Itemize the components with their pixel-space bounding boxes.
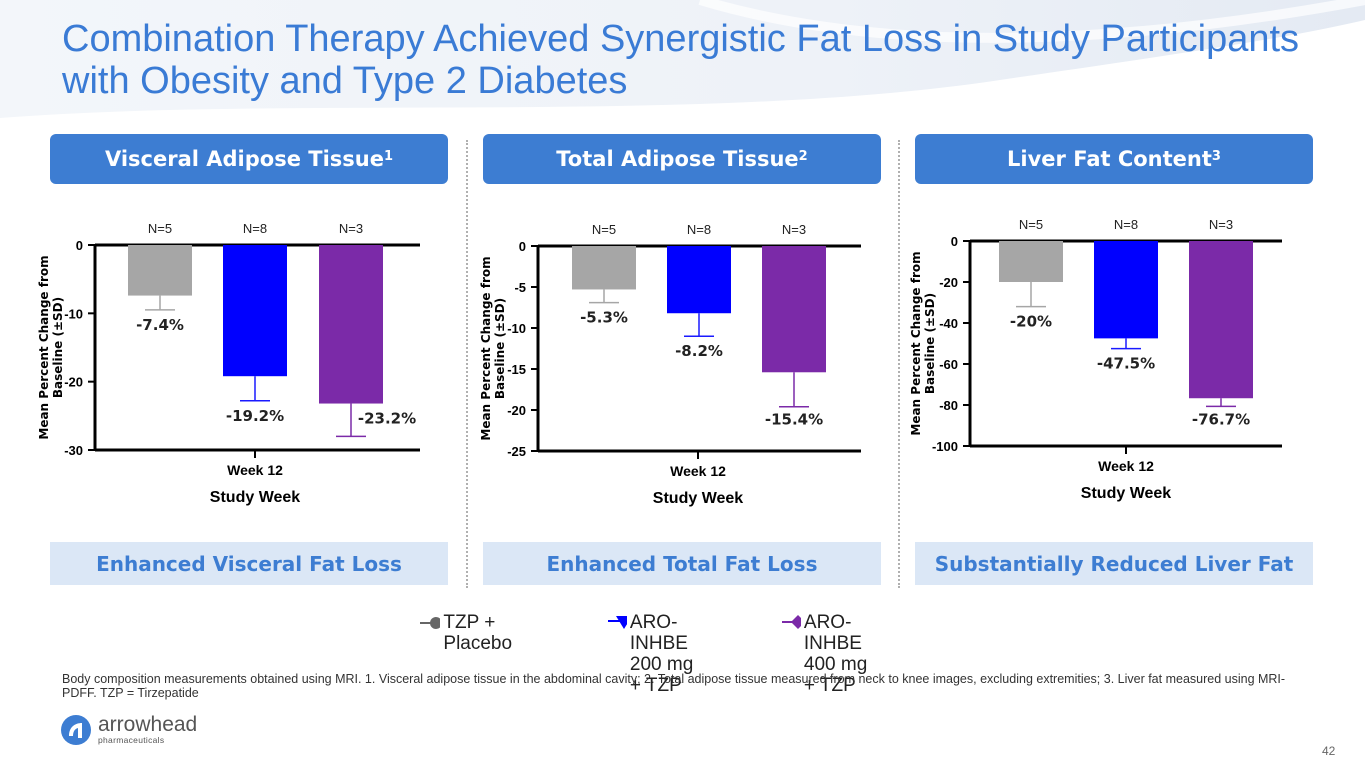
n-label: N=5 <box>148 221 172 236</box>
footnote: Body composition measurements obtained u… <box>62 672 1286 700</box>
y-tick-label: -20 <box>939 275 958 290</box>
y-axis-label-line1: Mean Percent Change from <box>909 251 923 435</box>
y-axis-label-line2: Baseline (±SD) <box>493 298 507 399</box>
legend-item-200mg: ARO-INHBE 200 mg + TZP <box>608 612 701 696</box>
n-label: N=5 <box>1019 217 1043 232</box>
y-tick-label: -40 <box>939 316 958 331</box>
y-tick-label: -20 <box>507 403 526 418</box>
legend-label-line1: ARO-INHBE <box>629 612 688 654</box>
x-tick-label: Week 12 <box>670 463 726 479</box>
panel-header-visceral: Visceral Adipose Tissue 1 <box>50 134 448 184</box>
n-label: N=3 <box>1209 217 1233 232</box>
legend-label: ARO-INHBE 200 mg + TZP <box>630 612 701 696</box>
y-tick-label: -100 <box>932 439 958 454</box>
x-axis-label: Study Week <box>210 489 301 506</box>
bar <box>762 246 826 373</box>
y-tick-label: -80 <box>939 398 958 413</box>
y-tick-label: 0 <box>519 239 526 254</box>
legend-item-400mg: ARO-INHBE 400 mg + TZP <box>782 612 875 696</box>
panel-divider <box>466 140 468 588</box>
legend-label: TZP + Placebo <box>443 612 513 654</box>
page-number: 42 <box>1322 744 1336 758</box>
data-label: -23.2% <box>358 410 416 428</box>
bar <box>1189 241 1253 399</box>
y-tick-label: -25 <box>507 444 526 459</box>
legend-item-placebo: TZP + Placebo <box>420 612 524 654</box>
triangle-down-marker-icon <box>608 616 627 629</box>
x-axis-label: Study Week <box>653 490 744 507</box>
y-axis-label-line2: Baseline (±SD) <box>51 297 65 398</box>
bar <box>999 241 1063 282</box>
arrowhead-logo-icon <box>61 715 91 745</box>
n-label: N=3 <box>782 222 806 237</box>
x-axis-label: Study Week <box>1081 485 1172 502</box>
panel-header-liver: Liver Fat Content 3 <box>915 134 1313 184</box>
bar <box>319 245 383 404</box>
bar <box>128 245 192 296</box>
legend-label: ARO-INHBE 400 mg + TZP <box>804 612 875 696</box>
bar <box>1094 241 1158 339</box>
x-tick-label: Week 12 <box>1098 458 1154 474</box>
data-label: -47.5% <box>1097 355 1155 373</box>
bar <box>667 246 731 314</box>
panel-header-total: Total Adipose Tissue 2 <box>483 134 881 184</box>
panel-divider <box>898 140 900 588</box>
data-label: -19.2% <box>226 407 284 425</box>
y-tick-label: -10 <box>64 306 83 321</box>
panel-footer-total: Enhanced Total Fat Loss <box>483 542 881 585</box>
n-label: N=8 <box>243 221 267 236</box>
company-logo: arrowhead pharmaceuticals <box>60 714 197 746</box>
data-label: -76.7% <box>1192 410 1250 428</box>
y-tick-label: 0 <box>951 234 958 249</box>
data-label: -8.2% <box>675 342 723 360</box>
panel-heading-text: Liver Fat Content <box>1007 147 1212 171</box>
y-tick-label: -60 <box>939 357 958 372</box>
n-label: N=8 <box>1114 217 1138 232</box>
bar <box>223 245 287 377</box>
y-tick-label: -10 <box>507 321 526 336</box>
n-label: N=8 <box>687 222 711 237</box>
data-label: -7.4% <box>136 316 184 334</box>
y-tick-label: -15 <box>507 362 526 377</box>
data-label: -15.4% <box>765 411 823 429</box>
y-tick-label: -20 <box>64 375 83 390</box>
header-background <box>0 0 1365 125</box>
data-label: -5.3% <box>580 309 628 327</box>
footnote-ref: 1 <box>383 148 394 164</box>
panel-footer-visceral: Enhanced Visceral Fat Loss <box>50 542 448 585</box>
logo-subtitle: pharmaceuticals <box>98 735 165 745</box>
y-axis-label-line1: Mean Percent Change from <box>479 256 493 440</box>
y-tick-label: 0 <box>76 238 83 253</box>
bar <box>572 246 636 290</box>
panel-heading-text: Total Adipose Tissue <box>556 147 799 171</box>
panel-heading-text: Visceral Adipose Tissue <box>104 147 384 171</box>
slide-title: Combination Therapy Achieved Synergistic… <box>62 18 1300 102</box>
y-tick-label: -5 <box>514 280 526 295</box>
x-tick-label: Week 12 <box>227 462 283 478</box>
diamond-marker-icon <box>782 615 801 629</box>
footnote-ref: 2 <box>798 148 808 164</box>
y-axis-label-line1: Mean Percent Change from <box>37 255 51 439</box>
y-axis-label-line2: Baseline (±SD) <box>923 293 937 394</box>
n-label: N=3 <box>339 221 363 236</box>
n-label: N=5 <box>592 222 616 237</box>
y-tick-label: -30 <box>64 443 83 458</box>
legend-label-line2: 200 mg + TZP <box>629 654 694 696</box>
footnote-ref: 3 <box>1211 148 1221 164</box>
legend-label-line2: 400 mg + TZP <box>803 654 868 696</box>
data-label: -20% <box>1010 313 1052 331</box>
legend-label-line1: ARO-INHBE <box>803 612 862 654</box>
circle-marker-icon <box>420 617 441 629</box>
logo-name: arrowhead <box>98 713 198 736</box>
panel-footer-liver: Substantially Reduced Liver Fat <box>915 542 1313 585</box>
